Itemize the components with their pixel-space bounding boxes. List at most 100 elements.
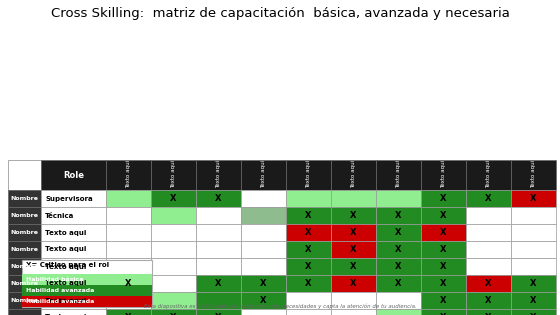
Text: X: X [350,228,357,237]
Bar [8,207,41,224]
Bar [41,258,106,275]
Text: Texto aqui: Texto aqui [45,264,86,270]
Bar [41,309,106,315]
Bar [106,258,151,275]
Text: Nombre: Nombre [11,281,39,286]
Bar [241,292,286,309]
Text: Texto aqui: Texto aqui [486,160,491,188]
Bar [421,275,466,292]
Bar [241,160,286,190]
Text: X: X [215,194,222,203]
Bar [22,296,152,307]
Bar [286,292,331,309]
Bar [22,285,152,296]
Bar [466,160,511,190]
Bar [196,258,241,275]
Text: X: X [486,296,492,305]
Text: X: X [215,313,222,315]
Bar [8,292,41,309]
Bar [41,292,106,309]
Text: Texto aqui: Texto aqui [531,160,536,188]
Text: X: X [350,245,357,254]
Bar [241,309,286,315]
Text: Texto aqui: Texto aqui [306,160,311,188]
Bar [8,160,41,190]
Bar [41,241,106,258]
Text: Texto aqui: Texto aqui [45,297,86,303]
Bar [421,190,466,207]
Text: X: X [440,245,447,254]
Text: X: X [486,279,492,288]
Bar [8,309,41,315]
Bar [331,241,376,258]
Bar [376,309,421,315]
Text: X: X [260,296,267,305]
Bar [421,160,466,190]
Text: X: X [170,313,177,315]
Bar [421,258,466,275]
Text: Habilidad avanzada: Habilidad avanzada [26,299,94,304]
Bar [106,241,151,258]
Bar [331,224,376,241]
Bar [41,160,106,190]
Bar [421,207,466,224]
Bar [241,258,286,275]
Bar [376,241,421,258]
Text: Nombre: Nombre [11,230,39,235]
Text: Texto aqui: Texto aqui [45,280,86,287]
Bar [241,241,286,258]
Text: X= Critico para el rol: X= Critico para el rol [26,262,109,268]
Bar [511,292,556,309]
Text: X: X [305,211,312,220]
Text: X: X [170,194,177,203]
Text: Habilidad avanzada: Habilidad avanzada [26,288,94,293]
Text: Role: Role [63,170,84,180]
Text: X: X [440,296,447,305]
Bar [8,275,41,292]
Bar [151,160,196,190]
Text: Texto aqui: Texto aqui [216,160,221,188]
Text: X: X [305,245,312,254]
Bar [511,258,556,275]
Bar [106,309,151,315]
Bar [196,275,241,292]
Text: Texto aqui: Texto aqui [126,160,131,188]
Bar [151,207,196,224]
Bar [106,160,151,190]
Bar [196,241,241,258]
Text: X: X [395,228,402,237]
Bar [376,292,421,309]
Text: Texto aqui: Texto aqui [45,314,86,315]
Text: X: X [440,262,447,271]
Text: X: X [305,228,312,237]
Bar [106,190,151,207]
Text: Nombre: Nombre [11,196,39,201]
Bar [331,190,376,207]
Bar [421,309,466,315]
Text: X: X [395,211,402,220]
Text: Texto aqui: Texto aqui [396,160,401,188]
Bar [376,160,421,190]
Text: X: X [440,194,447,203]
Text: Texto aqui: Texto aqui [45,230,86,236]
Bar [241,224,286,241]
Bar [22,274,152,285]
Text: X: X [125,313,132,315]
Bar [421,292,466,309]
Bar [376,190,421,207]
Bar [331,292,376,309]
Text: X: X [215,279,222,288]
Text: Nombre: Nombre [11,264,39,269]
Text: X: X [486,313,492,315]
Bar [22,260,152,307]
Text: X: X [350,262,357,271]
Bar [196,160,241,190]
Bar [151,292,196,309]
Bar [286,160,331,190]
Text: X: X [395,245,402,254]
Text: X: X [440,279,447,288]
Bar [151,224,196,241]
Text: X: X [260,279,267,288]
Bar [286,241,331,258]
Bar [331,275,376,292]
